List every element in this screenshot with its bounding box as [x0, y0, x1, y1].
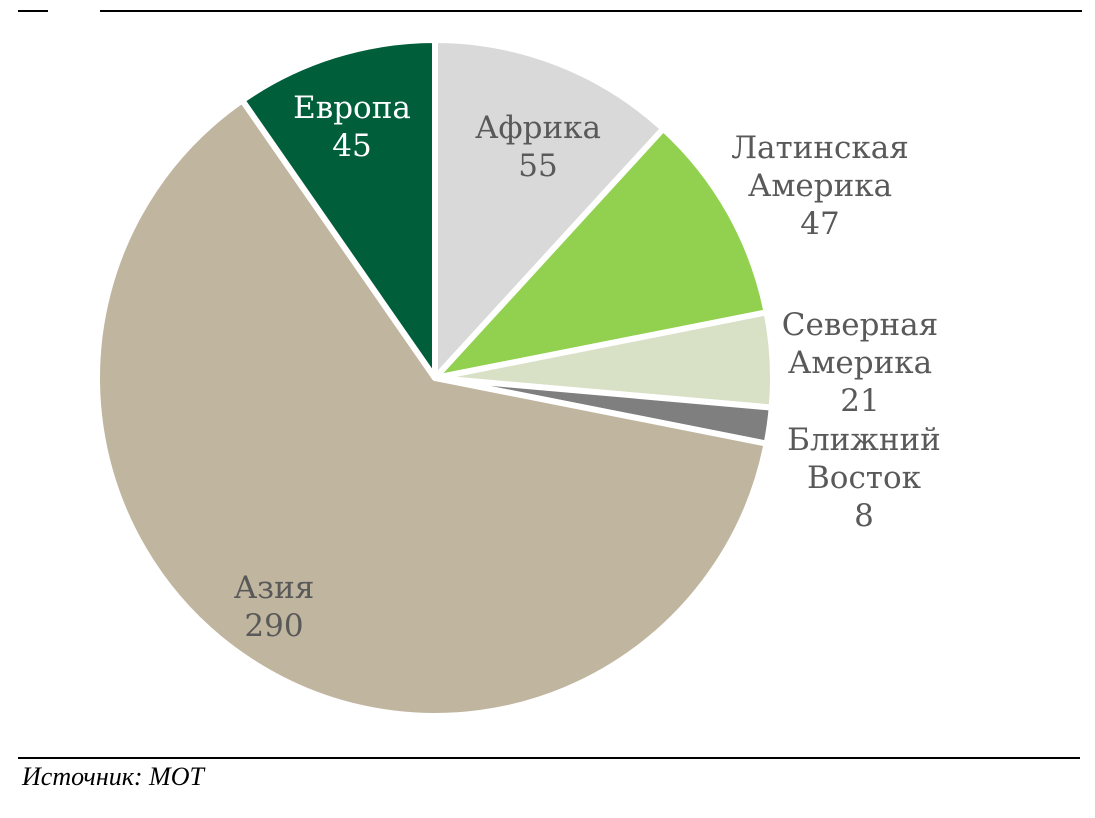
slice-name: Европа [293, 90, 411, 126]
top-rule-left [18, 10, 48, 12]
slice-name: Северная [782, 307, 938, 343]
slice-label: Латинская Америка 47 [731, 130, 909, 242]
slice-value: 290 [244, 608, 303, 644]
slice-value: 55 [518, 148, 557, 184]
top-rule [100, 10, 1082, 12]
slice-value: 8 [854, 498, 874, 534]
slice-value: 21 [840, 383, 879, 419]
slice-value: 47 [800, 206, 839, 242]
pie-slice [432, 37, 667, 381]
pie-slice [432, 125, 770, 381]
slice-name: Африка [475, 110, 601, 146]
slice-label: Африка 55 [475, 110, 601, 184]
pie-slice [94, 97, 770, 719]
slice-label: Европа 45 [293, 90, 411, 164]
slice-name: Ближний [787, 422, 941, 458]
slice-value: 45 [332, 128, 371, 164]
slice-name: Восток [807, 460, 921, 496]
slice-name: Америка [748, 168, 892, 204]
slice-name: Америка [788, 345, 932, 381]
source-note: Источник: МОТ [22, 762, 204, 791]
pie-slice [239, 37, 438, 381]
bottom-rule [18, 757, 1080, 759]
slice-name: Латинская [731, 130, 909, 166]
slice-name: Азия [234, 570, 315, 606]
slice-label: Северная Америка 21 [782, 307, 938, 419]
slice-label: Ближний Восток 8 [787, 422, 941, 534]
slice-label: Азия 290 [234, 570, 315, 644]
